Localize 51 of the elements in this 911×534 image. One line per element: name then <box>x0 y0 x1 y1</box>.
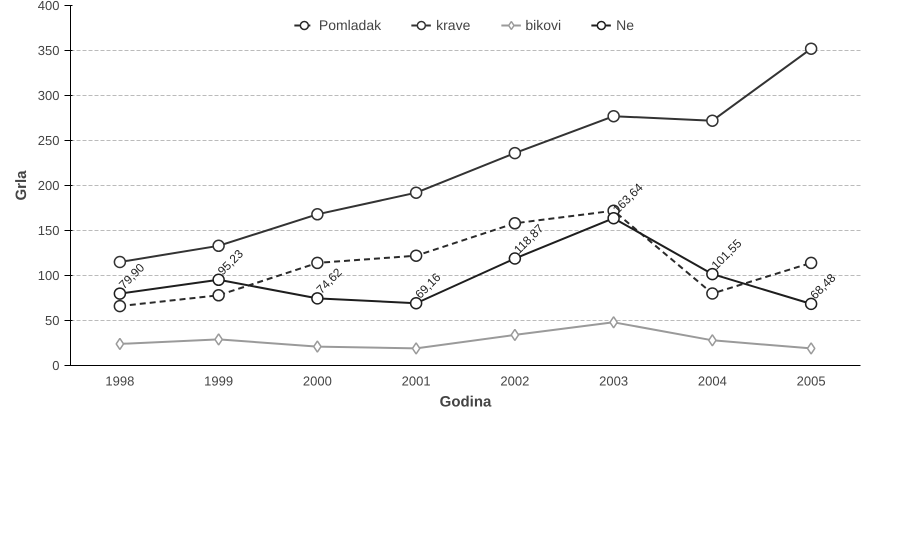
y-tick-label: 200 <box>38 178 60 193</box>
x-tick-label: 2003 <box>599 374 628 388</box>
point <box>510 328 520 342</box>
point <box>311 208 324 221</box>
point <box>115 338 124 350</box>
point <box>804 256 818 270</box>
x-tick-label: 2000 <box>302 374 332 388</box>
legend-label: krave <box>436 17 470 33</box>
point <box>607 212 620 224</box>
y-tick-label: 0 <box>52 358 60 373</box>
point <box>706 287 719 300</box>
legend-label: Ne <box>616 17 636 33</box>
point <box>114 287 126 300</box>
y-tick-label: 100 <box>38 268 60 283</box>
point <box>410 186 422 199</box>
point <box>804 298 818 310</box>
point <box>706 114 719 127</box>
point <box>410 297 422 310</box>
y-tick-label: 50 <box>45 313 60 328</box>
point <box>410 249 422 262</box>
y-tick-label: 250 <box>38 133 60 148</box>
x-axis-title: Godina <box>440 394 492 410</box>
x-tick-label: 2001 <box>402 374 431 388</box>
point <box>214 333 224 346</box>
point <box>607 110 620 122</box>
y-tick-label: 300 <box>38 88 60 103</box>
point <box>311 256 324 270</box>
y-tick-label: 400 <box>38 0 60 13</box>
point <box>212 289 225 302</box>
y-tick-label: 350 <box>38 43 60 58</box>
x-tick-label: 1999 <box>204 374 234 388</box>
point <box>114 300 126 312</box>
y-tick-label: 150 <box>38 223 60 238</box>
legend-label: Pomladak <box>318 17 382 33</box>
point <box>706 268 719 280</box>
x-tick-label: 1998 <box>105 374 134 388</box>
x-tick-label: 2005 <box>796 374 826 388</box>
x-tick-label: 2004 <box>698 374 727 388</box>
point <box>412 342 421 355</box>
legend-label: bikovi <box>525 17 562 33</box>
point <box>312 340 322 353</box>
point <box>311 292 324 305</box>
point <box>508 252 522 265</box>
x-tick-label: 2002 <box>500 374 530 388</box>
point <box>806 342 816 355</box>
point <box>212 274 225 286</box>
point <box>508 146 522 160</box>
point <box>609 316 618 329</box>
y-axis-title: Grla <box>12 170 30 201</box>
point <box>708 334 717 347</box>
point <box>804 42 818 55</box>
